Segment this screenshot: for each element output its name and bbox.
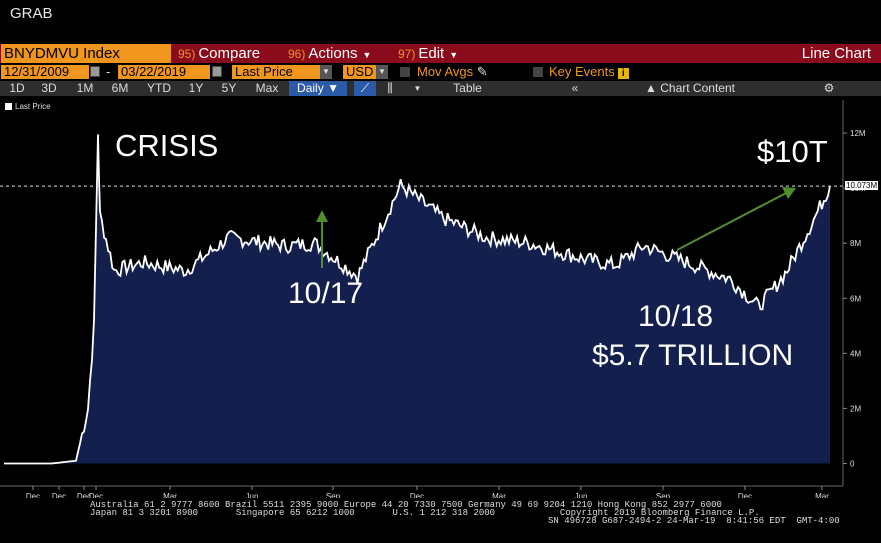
x-tick-label: Dec [52,492,66,498]
x-tick-label: Mar [163,492,177,498]
range-6m[interactable]: 6M [111,81,129,95]
y-tick-label: 0 [850,459,855,468]
collapse-icon[interactable]: « [571,81,579,95]
compare-label: Compare [198,45,261,62]
mov-avgs-checkbox[interactable] [400,67,410,77]
annotation-oct-17: 10/17 [288,277,364,310]
x-tick-label: Dec [738,492,752,498]
mountain-icon: ▲ [645,81,657,95]
chevron-down-icon: ▼ [327,81,339,95]
x-tick-label: Sep [326,492,341,498]
chevron-down-icon[interactable]: ▼ [413,84,422,93]
last-value-label: 10.073M [845,181,879,191]
range-5y[interactable]: 5Y [221,81,237,95]
gear-icon[interactable]: ⚙ [823,81,835,95]
compare-menu[interactable]: 95) Compare [178,44,260,63]
y-tick-label: 8M [850,239,861,248]
x-tick-label: Jun [246,492,259,498]
footer-contacts-2: Japan 81 3 3201 8900 Singapore 65 6212 1… [90,508,760,518]
ticker-field[interactable]: BNYDMVU Index [1,44,171,63]
annotation-trillion: $5.7 TRILLION [592,339,794,372]
arrow-trend [676,191,789,251]
x-tick-label: Mar [492,492,506,498]
start-date-input[interactable]: 12/31/2009 [1,65,89,79]
line-chart-icon[interactable]: ⟋ [354,81,376,96]
end-date-input[interactable]: 03/22/2019 [118,65,210,79]
annotation-crisis: CRISIS [115,128,219,163]
annotation-oct-18: 10/18 [638,300,714,333]
price-line [4,134,831,465]
chevron-down-icon[interactable]: ▼ [320,65,332,79]
mov-avgs-option[interactable]: Mov Avgs ✎ [417,64,488,80]
x-tick-label: Dec [89,492,103,498]
x-tick-label: Dec [26,492,40,498]
arrow-head [782,187,796,199]
chart-content-label: Chart Content [660,81,735,95]
chart-content-button[interactable]: ▲ Chart Content [630,81,750,96]
key-events-label: Key Events [549,64,615,79]
y-tick-label: 12M [850,129,866,138]
price-area [0,134,830,464]
range-max[interactable]: Max [255,81,279,95]
legend-label: Last Price [15,102,51,111]
y-tick-label: 4M [850,349,861,358]
mov-avgs-label: Mov Avgs [417,64,474,79]
table-button[interactable]: Table [453,81,482,95]
bar-style-icon[interactable]: ⫼ [387,81,393,95]
currency-select[interactable]: USD [343,65,376,79]
key-events-checkbox[interactable] [533,67,543,77]
x-tick-label: Dec [77,492,91,498]
range-bar [0,81,881,96]
chevron-down-icon: ▼ [449,50,459,60]
x-tick-label: Sep [656,492,671,498]
edit-number: 97) [398,47,416,61]
footer-serial: SN 496728 G687-2494-2 24-Mar-19 8:41:56 … [548,516,840,526]
info-icon[interactable]: i [617,68,629,79]
actions-number: 96) [288,47,306,61]
grab-label: GRAB [10,5,53,22]
compare-number: 95) [178,47,196,61]
chevron-down-icon: ▼ [362,50,372,60]
range-1m[interactable]: 1M [76,81,94,95]
range-ytd[interactable]: YTD [147,81,171,95]
date-separator: - [106,64,111,79]
x-tick-label: Dec [410,492,424,498]
range-1y[interactable]: 1Y [188,81,204,95]
chevron-down-icon[interactable]: ▼ [376,65,388,79]
edit-menu[interactable]: 97) Edit ▼ [398,44,458,63]
actions-menu[interactable]: 96) Actions ▼ [288,44,371,63]
frequency-label: Daily [297,81,324,95]
range-3d[interactable]: 3D [41,81,57,95]
y-tick-label: 2M [850,404,861,413]
chart-title: Line Chart [801,45,871,62]
arrow-head [316,210,328,222]
x-tick-label: Jun [575,492,588,498]
y-tick-label: 6M [850,294,861,303]
chart-legend: Last Price [5,102,51,111]
actions-label: Actions [308,45,358,62]
legend-swatch [5,103,12,111]
calendar-icon[interactable] [212,66,222,77]
frequency-select[interactable]: Daily ▼ [289,81,347,96]
pencil-icon[interactable]: ✎ [476,64,488,79]
key-events-option[interactable]: Key Events i [549,64,629,80]
range-1d[interactable]: 1D [9,81,25,95]
price-field-select[interactable]: Last Price [232,65,320,79]
footer-contacts-1: Australia 61 2 9777 8600 Brazil 5511 239… [90,500,722,510]
x-tick-label: Mar [815,492,829,498]
calendar-icon[interactable] [90,66,100,77]
annotation-ten-trillion: $10T [757,134,828,169]
edit-label: Edit [418,45,445,62]
toolbar [0,44,881,63]
